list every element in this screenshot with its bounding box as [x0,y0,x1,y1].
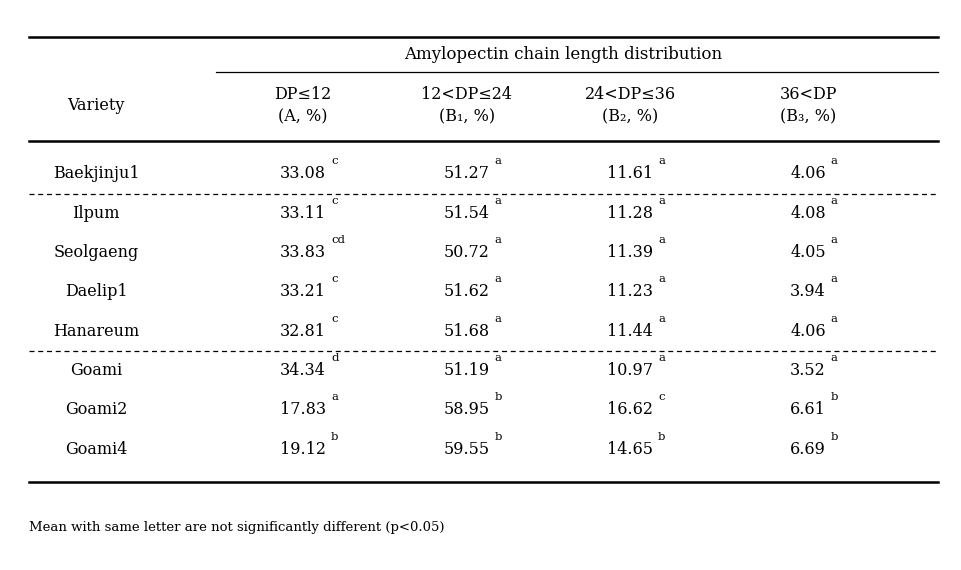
Text: cd: cd [331,235,345,245]
Text: 34.34: 34.34 [280,362,326,379]
Text: Goami: Goami [70,362,122,379]
Text: a: a [657,314,664,324]
Text: a: a [829,314,836,324]
Text: 11.28: 11.28 [606,205,653,222]
Text: 51.68: 51.68 [443,323,489,340]
Text: Variety: Variety [67,97,125,114]
Text: 36<DP
(B₃, %): 36<DP (B₃, %) [778,86,836,125]
Text: a: a [829,353,836,363]
Text: 11.44: 11.44 [606,323,653,340]
Text: 12<DP≤24
(B₁, %): 12<DP≤24 (B₁, %) [421,86,511,125]
Text: c: c [331,196,337,206]
Text: 33.08: 33.08 [280,165,326,182]
Text: 59.55: 59.55 [443,441,489,458]
Text: Goami2: Goami2 [65,401,127,418]
Text: 4.08: 4.08 [789,205,825,222]
Text: 51.62: 51.62 [443,283,489,300]
Text: 32.81: 32.81 [280,323,326,340]
Text: 33.21: 33.21 [280,283,326,300]
Text: 4.05: 4.05 [789,244,825,261]
Text: 24<DP≤36
(B₂, %): 24<DP≤36 (B₂, %) [584,86,675,125]
Text: 51.27: 51.27 [443,165,489,182]
Text: 58.95: 58.95 [443,401,489,418]
Text: a: a [494,196,501,206]
Text: 33.11: 33.11 [280,205,326,222]
Text: Baekjinju1: Baekjinju1 [53,165,139,182]
Text: 3.52: 3.52 [789,362,825,379]
Text: b: b [331,431,338,442]
Text: b: b [657,431,665,442]
Text: 51.19: 51.19 [443,362,489,379]
Text: Daelip1: Daelip1 [64,283,128,300]
Text: b: b [494,431,502,442]
Text: a: a [657,274,664,284]
Text: 6.69: 6.69 [789,441,825,458]
Text: 50.72: 50.72 [443,244,489,261]
Text: Seolgaeng: Seolgaeng [54,244,138,261]
Text: 51.54: 51.54 [443,205,489,222]
Text: 16.62: 16.62 [606,401,653,418]
Text: 11.61: 11.61 [606,165,653,182]
Text: a: a [331,392,337,402]
Text: a: a [494,314,501,324]
Text: a: a [829,196,836,206]
Text: a: a [829,274,836,284]
Text: b: b [829,392,837,402]
Text: a: a [494,274,501,284]
Text: 3.94: 3.94 [789,283,825,300]
Text: a: a [657,196,664,206]
Text: a: a [494,156,501,166]
Text: 17.83: 17.83 [280,401,326,418]
Text: a: a [657,353,664,363]
Text: Ilpum: Ilpum [72,205,120,222]
Text: Amylopectin chain length distribution: Amylopectin chain length distribution [404,46,721,63]
Text: a: a [494,235,501,245]
Text: 11.39: 11.39 [606,244,653,261]
Text: b: b [829,431,837,442]
Text: 11.23: 11.23 [606,283,653,300]
Text: a: a [494,353,501,363]
Text: c: c [331,156,337,166]
Text: c: c [331,314,337,324]
Text: Hanareum: Hanareum [53,323,139,340]
Text: c: c [331,274,337,284]
Text: 10.97: 10.97 [606,362,653,379]
Text: 14.65: 14.65 [606,441,653,458]
Text: b: b [494,392,502,402]
Text: Mean with same letter are not significantly different (p<0.05): Mean with same letter are not significan… [29,521,444,534]
Text: 4.06: 4.06 [789,165,825,182]
Text: 19.12: 19.12 [280,441,326,458]
Text: d: d [331,353,338,363]
Text: DP≤12
(A, %): DP≤12 (A, %) [274,86,332,125]
Text: 6.61: 6.61 [789,401,825,418]
Text: a: a [657,235,664,245]
Text: a: a [829,156,836,166]
Text: Goami4: Goami4 [65,441,127,458]
Text: a: a [829,235,836,245]
Text: 4.06: 4.06 [789,323,825,340]
Text: 33.83: 33.83 [280,244,326,261]
Text: a: a [657,156,664,166]
Text: c: c [657,392,664,402]
